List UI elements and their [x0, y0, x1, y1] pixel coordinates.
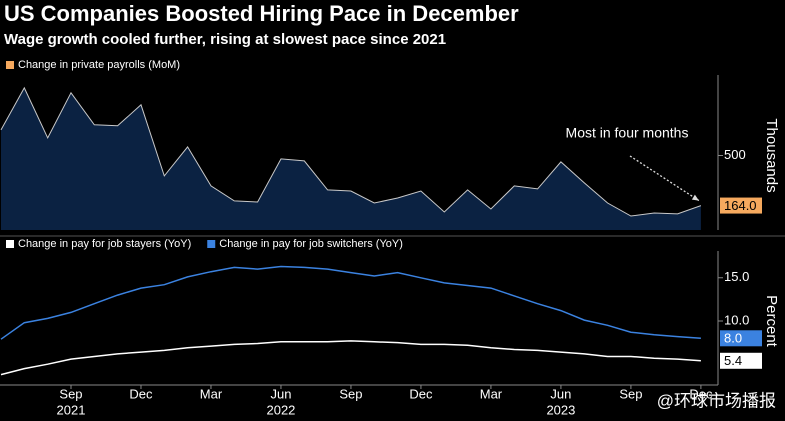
chart-subtitle: Wage growth cooled further, rising at sl…: [4, 31, 446, 48]
x-tick-label: Mar: [200, 386, 223, 401]
value-label-box: [720, 330, 762, 347]
x-tick-label: Mar: [480, 386, 503, 401]
x-tick-label: Dec: [689, 386, 713, 401]
x-tick-label: Dec: [129, 386, 153, 401]
annotation-arrowhead: [691, 194, 699, 201]
annotation-arrow: [629, 155, 700, 202]
value-label: 8.0: [724, 331, 742, 346]
line: [0, 265, 701, 340]
x-tick-label: Sep: [339, 386, 362, 401]
x-tick-label: Jun: [550, 386, 571, 401]
value-label: 5.4: [724, 353, 742, 368]
legend-swatch: [6, 61, 14, 69]
legend-swatch: [6, 240, 14, 248]
y-tick-label: 15.0: [724, 269, 749, 284]
x-year-label: 2022: [266, 402, 295, 417]
area: [1, 87, 701, 231]
y-axis-title: Thousands: [763, 118, 780, 192]
y-tick-label: 10.0: [724, 312, 749, 327]
annotation: Most in four months: [566, 125, 689, 141]
area-line: [0, 86, 702, 217]
y-axis-title: Percent: [763, 295, 780, 348]
legend-swatch: [207, 240, 216, 248]
y-tick-label: 500: [724, 147, 746, 162]
chart-title: US Companies Boosted Hiring Pace in Dece…: [4, 1, 519, 26]
x-year-label: 2023: [546, 402, 575, 417]
x-tick-label: Sep: [59, 386, 82, 401]
value-label: 164.0: [724, 198, 757, 213]
line: [0, 340, 701, 376]
legend-label: Change in pay for job stayers (YoY): [18, 238, 191, 250]
value-label-box: [720, 352, 762, 369]
watermark: @环球市场播报: [657, 391, 776, 410]
legend-label: Change in private payrolls (MoM): [18, 59, 180, 71]
value-label-box: [720, 197, 762, 214]
x-tick-label: Dec: [409, 386, 433, 401]
x-tick-label: Sep: [619, 386, 642, 401]
x-year-label: 2021: [57, 402, 86, 417]
legend-label: Change in pay for job switchers (YoY): [219, 238, 403, 250]
x-tick-label: Jun: [270, 386, 291, 401]
